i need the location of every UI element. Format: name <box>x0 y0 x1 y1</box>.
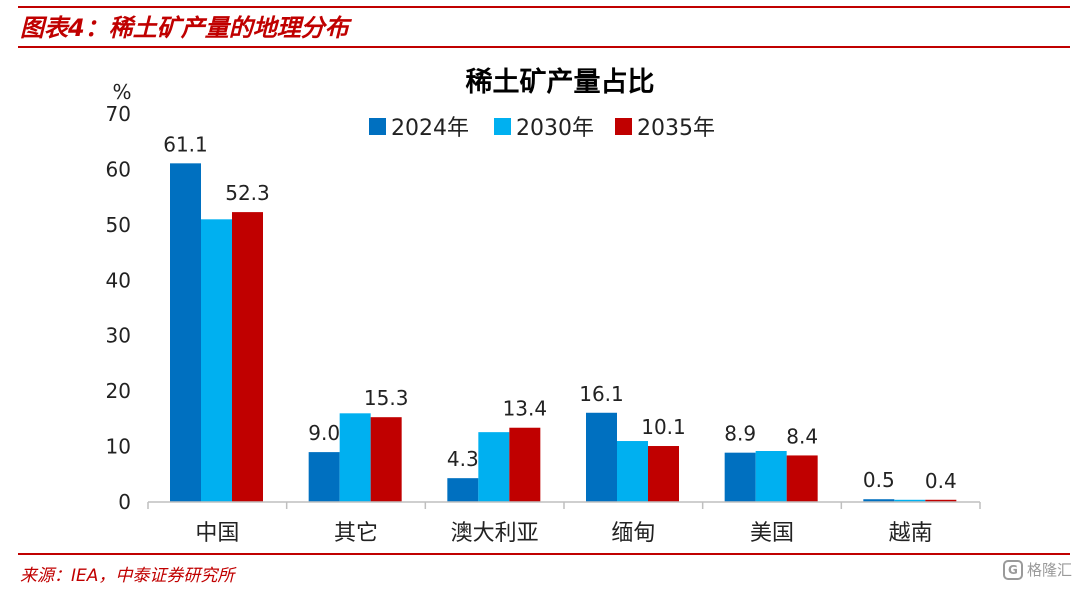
x-axis: 中国 其它 澳大利亚 缅甸 美国 越南 <box>147 501 981 546</box>
data-label: 4.3 <box>447 447 479 471</box>
y-tick-label: 40 <box>106 268 131 292</box>
data-label: 9.0 <box>308 421 340 445</box>
data-label: 8.9 <box>724 422 756 446</box>
x-tick-label: 缅甸 <box>611 521 655 546</box>
x-tick-label: 其它 <box>334 521 378 546</box>
footer-rule <box>18 553 1070 555</box>
bar-1-5 <box>894 499 926 502</box>
data-label: 8.4 <box>786 424 818 448</box>
data-label: 52.3 <box>225 181 270 205</box>
bar-0-2 <box>447 478 479 502</box>
data-label: 0.5 <box>863 468 895 492</box>
data-label: 16.1 <box>579 382 624 406</box>
bar-2-3 <box>648 446 679 502</box>
source-note: 来源：IEA，中泰证券研究所 <box>20 566 235 586</box>
legend: 2024年 2030年 2035年 <box>369 116 715 141</box>
bar-0-4 <box>724 452 756 502</box>
header-top-rule <box>18 6 1070 8</box>
bar-2-2 <box>509 427 541 502</box>
y-tick-label: 0 <box>118 490 131 514</box>
y-tick-label: 30 <box>106 324 131 348</box>
y-axis: 0 10 20 30 40 50 60 70 <box>106 102 131 514</box>
watermark-logo-icon: G <box>1002 559 1023 580</box>
y-tick-label: 50 <box>106 213 131 237</box>
y-tick-label: 10 <box>106 435 131 459</box>
y-tick-label: 70 <box>106 102 131 126</box>
data-label: 0.4 <box>925 469 957 493</box>
data-label: 13.4 <box>503 397 548 421</box>
data-label: 15.3 <box>364 386 409 410</box>
bar-1-3 <box>617 441 648 502</box>
bar-2-1 <box>370 417 402 502</box>
chart-title: 稀土矿产量占比 <box>466 66 655 98</box>
bar-2-4 <box>786 455 818 502</box>
legend-swatch <box>615 118 632 135</box>
bar-0-0 <box>170 163 201 502</box>
legend-label: 2030年 <box>516 116 594 141</box>
legend-label: 2035年 <box>637 116 715 141</box>
bar-1-2 <box>478 432 510 502</box>
header-bottom-rule <box>18 46 1070 48</box>
y-tick-label: 60 <box>106 157 131 181</box>
data-label: 10.1 <box>641 415 686 439</box>
bar-1-0 <box>201 219 232 503</box>
data-labels: 61.1 9.0 4.3 16.1 8.9 0.5 52.3 15.3 13.4 10.1 8.4 0… <box>163 132 957 492</box>
bar-2-0 <box>232 212 263 502</box>
bars <box>170 163 957 503</box>
bar-0-5 <box>863 499 895 502</box>
figure-label: 图表4：稀土矿产量的地理分布 <box>20 14 349 42</box>
bar-1-1 <box>339 413 371 502</box>
legend-swatch <box>494 118 511 135</box>
legend-swatch <box>369 118 386 135</box>
y-tick-label: 20 <box>106 379 131 403</box>
bar-2-5 <box>925 499 957 502</box>
x-tick-label: 越南 <box>889 521 933 546</box>
x-tick-label: 中国 <box>195 521 239 546</box>
watermark: G 格隆汇 <box>1002 559 1072 580</box>
x-tick-label: 美国 <box>750 521 794 546</box>
data-label: 61.1 <box>163 132 208 156</box>
bar-0-1 <box>308 452 340 502</box>
watermark-text: 格隆汇 <box>1026 561 1072 579</box>
x-tick-label: 澳大利亚 <box>451 521 539 546</box>
y-axis-label: % <box>112 80 131 104</box>
bar-0-3 <box>586 412 617 502</box>
legend-label: 2024年 <box>391 116 469 141</box>
bar-1-4 <box>755 451 787 502</box>
